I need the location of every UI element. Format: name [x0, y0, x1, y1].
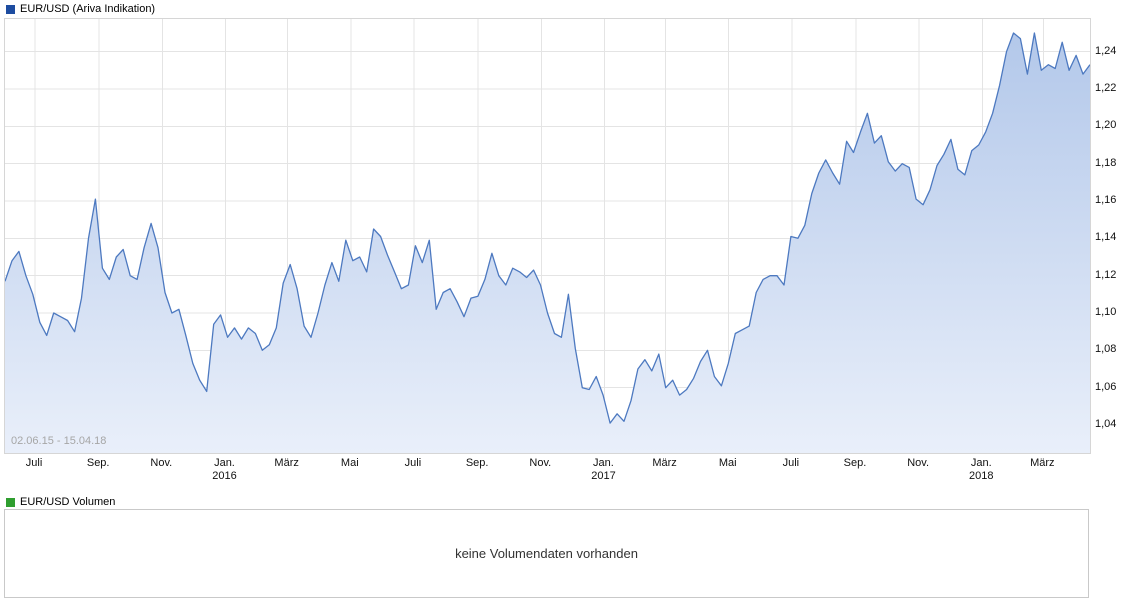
y-axis-label: 1,06	[1095, 380, 1117, 393]
x-axis-label: März	[274, 457, 299, 469]
y-axis-label: 1,10	[1095, 306, 1117, 318]
y-axis-label: 1,04	[1095, 418, 1117, 430]
price-section-title: EUR/USD (Ariva Indikation)	[20, 3, 156, 15]
volume-panel: keine Volumendaten vorhanden	[4, 509, 1089, 598]
price-line	[5, 32, 1090, 424]
x-axis-label: Nov.	[529, 457, 552, 469]
x-axis-label: Sep.	[86, 457, 110, 469]
x-axis-label: Juli	[782, 457, 800, 469]
x-axis-label: Jan. 2016	[212, 457, 237, 482]
x-axis-year-label: 2018	[969, 470, 994, 482]
x-axis-label: Mai	[340, 457, 359, 469]
y-axis-label: 1,16	[1095, 194, 1117, 206]
x-axis-label: Sep.	[465, 457, 489, 469]
price-line-chart	[5, 19, 1090, 453]
x-axis-label: Mai	[718, 457, 737, 469]
x-axis-label: Nov.	[150, 457, 173, 469]
y-axis-label: 1,20	[1095, 119, 1117, 132]
x-axis-label: Jan. 2018	[969, 457, 994, 482]
y-axis-label: 1,18	[1095, 156, 1117, 169]
price-chart-plot: 02.06.15 - 15.04.18	[4, 18, 1091, 454]
y-axis-label: 1,12	[1095, 268, 1117, 281]
volume-section-header: EUR/USD Volumen	[6, 496, 115, 508]
volume-series-marker-icon	[6, 497, 15, 507]
x-axis-label: Nov.	[907, 457, 930, 469]
y-axis-label: 1,22	[1095, 82, 1117, 94]
no-volume-message: keine Volumendaten vorhanden	[455, 546, 638, 561]
price-series-marker-icon	[6, 4, 15, 14]
volume-section-title: EUR/USD Volumen	[20, 496, 116, 508]
date-range-label: 02.06.15 - 15.04.18	[11, 435, 107, 447]
x-axis-label: März	[652, 457, 677, 469]
x-axis-year-label: 2017	[591, 470, 616, 482]
price-section-header: EUR/USD (Ariva Indikation)	[6, 3, 155, 15]
y-axis-label: 1,08	[1095, 343, 1117, 356]
x-axis-label: Juli	[25, 457, 43, 469]
area-fill	[5, 33, 1090, 453]
x-axis-year-label: 2016	[212, 470, 237, 482]
x-axis-label: Jan. 2017	[591, 457, 616, 482]
y-axis-label: 1,14	[1095, 231, 1117, 244]
x-axis-label: März	[1030, 457, 1055, 469]
x-axis-label: Juli	[404, 457, 422, 469]
x-axis-label: Sep.	[843, 457, 867, 469]
y-axis-label: 1,24	[1095, 44, 1117, 57]
